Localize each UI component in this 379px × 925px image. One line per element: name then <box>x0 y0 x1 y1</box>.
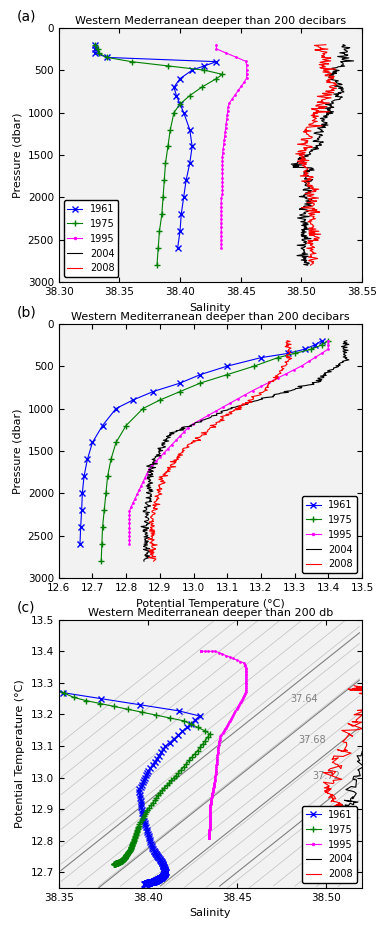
Y-axis label: Pressure (dbar): Pressure (dbar) <box>12 112 22 198</box>
X-axis label: Salinity: Salinity <box>190 302 231 313</box>
Title: Western Mediterranean deeper than 200 decibars: Western Mediterranean deeper than 200 de… <box>71 312 350 322</box>
Y-axis label: Pressure (dbar): Pressure (dbar) <box>12 408 22 494</box>
Text: (c): (c) <box>16 600 35 615</box>
Legend: 1961, 1975, 1995, 2004, 2008: 1961, 1975, 1995, 2004, 2008 <box>302 806 357 883</box>
Text: 37.64: 37.64 <box>290 694 318 704</box>
Legend: 1961, 1975, 1995, 2004, 2008: 1961, 1975, 1995, 2004, 2008 <box>64 200 119 278</box>
Title: Western Mederranean deeper than 200 decibars: Western Mederranean deeper than 200 deci… <box>75 16 346 26</box>
Title: Western Mediterranean deeper than 200 db: Western Mediterranean deeper than 200 db <box>88 608 333 618</box>
X-axis label: Potential Temperature (°C): Potential Temperature (°C) <box>136 598 285 609</box>
Text: 37.76: 37.76 <box>328 806 356 816</box>
Text: 37.68: 37.68 <box>299 734 326 745</box>
Legend: 1961, 1975, 1995, 2004, 2008: 1961, 1975, 1995, 2004, 2008 <box>302 496 357 574</box>
Y-axis label: Potential Temperature (°C): Potential Temperature (°C) <box>15 680 25 828</box>
Text: 37.72: 37.72 <box>312 771 340 782</box>
Text: (b): (b) <box>16 305 36 319</box>
X-axis label: Salinity: Salinity <box>190 908 231 919</box>
Text: (a): (a) <box>16 9 36 23</box>
